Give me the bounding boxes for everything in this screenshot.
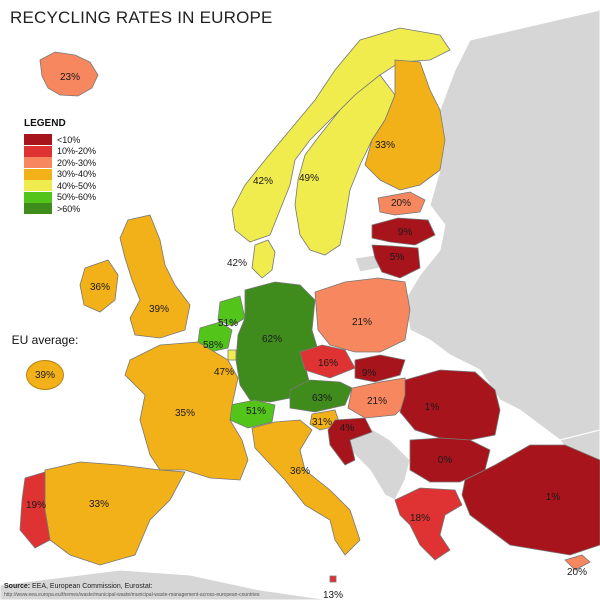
- country-latvia: [371, 217, 436, 246]
- country-luxembourg: [227, 349, 237, 361]
- label-belgium: 58%: [203, 340, 223, 351]
- country-united-kingdom: [119, 214, 191, 339]
- legend: LEGEND <10% 10%-20% 20%-30% 30%-40% 40%-50% 5…: [24, 118, 96, 215]
- label-greece: 18%: [410, 513, 430, 524]
- legend-label: 10%-20%: [57, 146, 97, 157]
- country-slovakia: [354, 354, 406, 383]
- country-austria: [289, 379, 353, 413]
- no-data-countries: [0, 9, 600, 600]
- balkans-no-data: [344, 424, 411, 501]
- label-czechia: 16%: [318, 358, 338, 369]
- label-latvia: 9%: [398, 227, 413, 238]
- country-poland: [314, 277, 411, 353]
- label-germany: 62%: [262, 334, 282, 345]
- country-romania: [399, 369, 501, 441]
- label-lithuania: 5%: [390, 252, 405, 263]
- legend-item: 30%-40%: [24, 168, 97, 181]
- label-switzerland: 51%: [246, 406, 266, 417]
- label-united-kingdom: 39%: [149, 304, 169, 315]
- legend-swatch: [24, 145, 52, 157]
- legend-rows: <10% 10%-20% 20%-30% 30%-40% 40%-50% 50%-60% >…: [24, 134, 96, 215]
- label-norway: 42%: [253, 176, 273, 187]
- label-netherlands: 51%: [218, 318, 238, 329]
- label-cyprus: 20%: [567, 567, 587, 578]
- source-text: EEA, European Commission, Eurostat:: [30, 583, 153, 590]
- source-url: http://www.eea.europa.eu/themes/waste/mu…: [4, 592, 260, 598]
- legend-swatch: [24, 191, 52, 203]
- label-france: 35%: [175, 408, 195, 419]
- legend-swatch: [24, 203, 52, 215]
- country-france: [124, 341, 249, 481]
- country-netherlands: [217, 295, 246, 327]
- label-ireland: 36%: [90, 282, 110, 293]
- legend-item: 50%-60%: [24, 191, 97, 204]
- label-italy: 36%: [290, 466, 310, 477]
- label-estonia: 20%: [391, 198, 411, 209]
- country-portugal: [19, 471, 51, 549]
- country-lithuania: [371, 244, 421, 279]
- country-iceland: [39, 51, 99, 97]
- label-denmark: 42%: [227, 258, 247, 269]
- legend-label: >60%: [57, 203, 81, 214]
- country-croatia: [327, 417, 373, 466]
- legend-swatch: [24, 134, 52, 146]
- label-hungary: 21%: [367, 396, 387, 407]
- label-malta: 13%: [323, 590, 343, 600]
- legend-label: 40%-50%: [57, 180, 97, 191]
- legend-item: 40%-50%: [24, 180, 96, 192]
- africa-no-data: [0, 569, 331, 600]
- label-iceland: 23%: [60, 72, 80, 83]
- source-prefix: Source:: [4, 583, 31, 590]
- legend-title: LEGEND: [24, 118, 66, 129]
- source-note: Source: EEA, European Commission, Eurost…: [4, 583, 153, 591]
- country-malta: [329, 575, 337, 583]
- legend-item: 20%-30%: [24, 157, 96, 169]
- label-sweden: 49%: [299, 173, 319, 184]
- label-luxembourg: 47%: [214, 367, 234, 378]
- label-poland: 21%: [352, 317, 372, 328]
- label-turkey: 1%: [546, 492, 561, 503]
- country-greece: [394, 487, 463, 561]
- legend-label: 50%-60%: [57, 192, 97, 203]
- country-italy: [251, 419, 361, 556]
- eu-average-label: EU average:: [11, 333, 79, 347]
- legend-label: 20%-30%: [57, 157, 97, 168]
- legend-item: <10%: [24, 134, 96, 146]
- country-cyprus: [564, 554, 591, 571]
- label-bulgaria: 0%: [438, 455, 453, 466]
- legend-swatch: [24, 168, 52, 180]
- country-estonia: [377, 191, 426, 216]
- legend-label: <10%: [57, 134, 81, 145]
- label-portugal: 19%: [26, 500, 46, 511]
- label-slovakia: 9%: [362, 368, 377, 379]
- legend-item: 10%-20%: [24, 145, 97, 158]
- legend-label: 30%-40%: [57, 169, 97, 180]
- label-austria: 63%: [312, 393, 332, 404]
- country-norway: [231, 27, 451, 243]
- country-labels: 23% 42% 49% 33% 20% 9% 5% 42% 36% 39% 51% 58% 47% 62%…: [26, 72, 587, 600]
- legend-swatch: [24, 180, 52, 192]
- label-croatia: 4%: [340, 423, 355, 434]
- country-shapes: [19, 27, 600, 583]
- eu-average-value: 39%: [34, 369, 55, 381]
- country-denmark: [251, 239, 276, 279]
- country-finland: [364, 59, 446, 191]
- label-slovenia: 31%: [312, 417, 332, 428]
- legend-item: >60%: [24, 203, 96, 215]
- label-spain: 33%: [89, 499, 109, 510]
- eu-average-badge: 39%: [26, 360, 64, 390]
- country-ireland: [79, 259, 119, 313]
- map-title: RECYCLING RATES IN EUROPE: [10, 8, 273, 27]
- label-finland: 33%: [375, 140, 395, 151]
- legend-swatch: [24, 157, 52, 169]
- country-turkey: [461, 444, 600, 556]
- label-romania: 1%: [425, 402, 440, 413]
